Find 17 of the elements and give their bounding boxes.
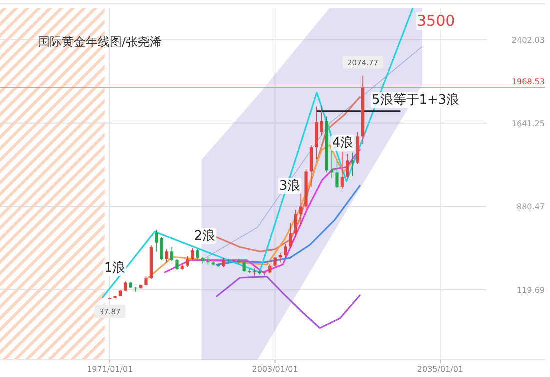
annotation: 5浪等于1+3浪 <box>371 92 461 108</box>
y-tick-label: 880.47 <box>517 202 545 212</box>
annotation: 1浪 <box>103 260 127 276</box>
ref-line-label: 1968.53 <box>512 77 545 86</box>
text: 国际黄金年线图/张尧浠 <box>38 35 162 49</box>
ref-line: 1968.53 <box>0 77 546 88</box>
x-tick-label: 1971/01/01 <box>87 365 134 374</box>
x-tick-label: 2003/01/01 <box>252 365 298 374</box>
x-tick-label: 2035/01/01 <box>417 365 464 374</box>
annotation: 2浪 <box>193 228 217 244</box>
y-tick-label: 1641.25 <box>512 119 545 128</box>
annotation: 3500 <box>416 12 456 30</box>
annotation: 4浪 <box>331 135 355 151</box>
y-tick-label: 2402.03 <box>512 36 545 45</box>
y-tick-label: 119.69 <box>517 286 545 296</box>
annotation: 3浪 <box>278 178 302 194</box>
line-series <box>216 276 361 330</box>
